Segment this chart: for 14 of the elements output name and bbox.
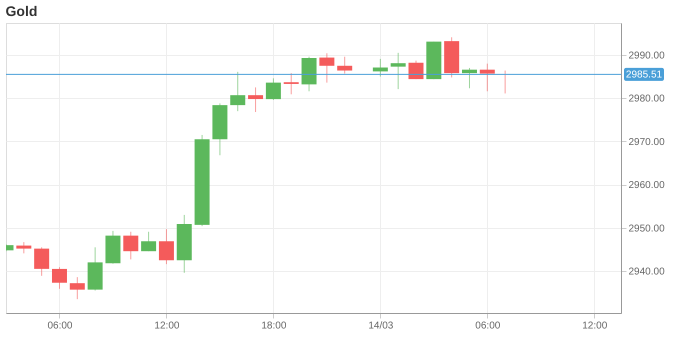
ref-line-label: 2985.51 (626, 69, 663, 80)
x-tick-label: 14/03 (368, 320, 394, 332)
y-tick-label: 2950.00 (628, 223, 666, 234)
x-tick-label: 18:00 (261, 320, 287, 332)
x-tick-label: 06:00 (475, 320, 501, 332)
x-tick-label: 06:00 (47, 320, 73, 332)
y-tick-label: 2990.00 (628, 50, 666, 62)
y-tick-label: 2970.00 (628, 136, 666, 148)
x-tick-label: 12:00 (582, 320, 608, 332)
y-tick-label: 2980.00 (628, 94, 666, 105)
x-tick-label: 12:00 (154, 320, 180, 332)
y-tick-label: 2940.00 (628, 266, 666, 278)
y-tick-label: 2960.00 (628, 180, 666, 192)
chart-title: Gold (6, 3, 38, 19)
